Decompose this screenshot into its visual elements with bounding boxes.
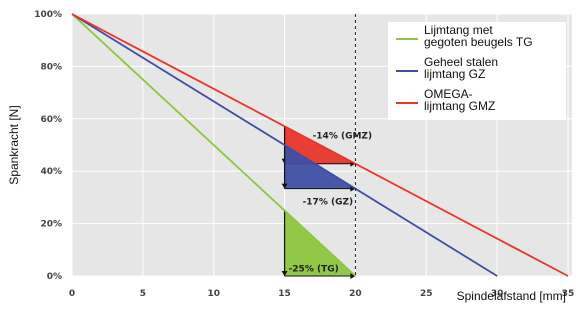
y-tick-label: 0% — [47, 272, 62, 282]
difference-label: -25% (TG) — [289, 264, 339, 274]
x-tick-label: 30 — [491, 289, 504, 299]
x-axis-label: Spindelafstand [mm] — [457, 289, 566, 303]
drop-arrow-head — [281, 183, 288, 189]
y-tick-label: 60% — [40, 115, 62, 125]
x-tick-label: 0 — [69, 289, 75, 299]
legend-label: gegoten beugels TG — [424, 35, 533, 49]
annotations: -14% (GMZ) -17% (GZ) -25% (TG) — [289, 131, 373, 274]
difference-label: -14% (GMZ) — [313, 131, 373, 141]
drop-arrow-head — [281, 271, 288, 276]
legend-label: lijmtang GZ — [424, 67, 485, 81]
y-axis-label: Spankracht [N] — [7, 105, 21, 184]
y-tick-label: 40% — [40, 167, 62, 177]
x-tick-label: 35 — [562, 289, 575, 299]
y-tick-label: 80% — [40, 62, 62, 72]
series-line — [71, 13, 357, 277]
y-tick-label: 100% — [34, 10, 62, 20]
legend-label: OMEGA- — [424, 87, 473, 101]
x-tick-label: 10 — [207, 289, 220, 299]
x-tick-label: 20 — [349, 289, 362, 299]
legend-label: Geheel stalen — [424, 55, 498, 69]
y-tick-label: 20% — [40, 220, 62, 230]
legend-label: Lijmtang met — [424, 23, 493, 37]
x-tick-label: 15 — [278, 289, 291, 299]
series-lines — [71, 13, 569, 277]
difference-label: -17% (GZ) — [303, 198, 354, 208]
series-line — [71, 13, 569, 277]
horizontal-arrow-head — [350, 273, 356, 279]
x-tick-label: 25 — [420, 289, 433, 299]
legend-label: lijmtang GMZ — [424, 99, 495, 113]
tick-labels: 0% 20% 40% 60% 80% 100% 0 5 10 15 20 25 30 35 — [34, 10, 574, 299]
x-tick-label: 5 — [140, 289, 146, 299]
series-line — [71, 13, 498, 277]
